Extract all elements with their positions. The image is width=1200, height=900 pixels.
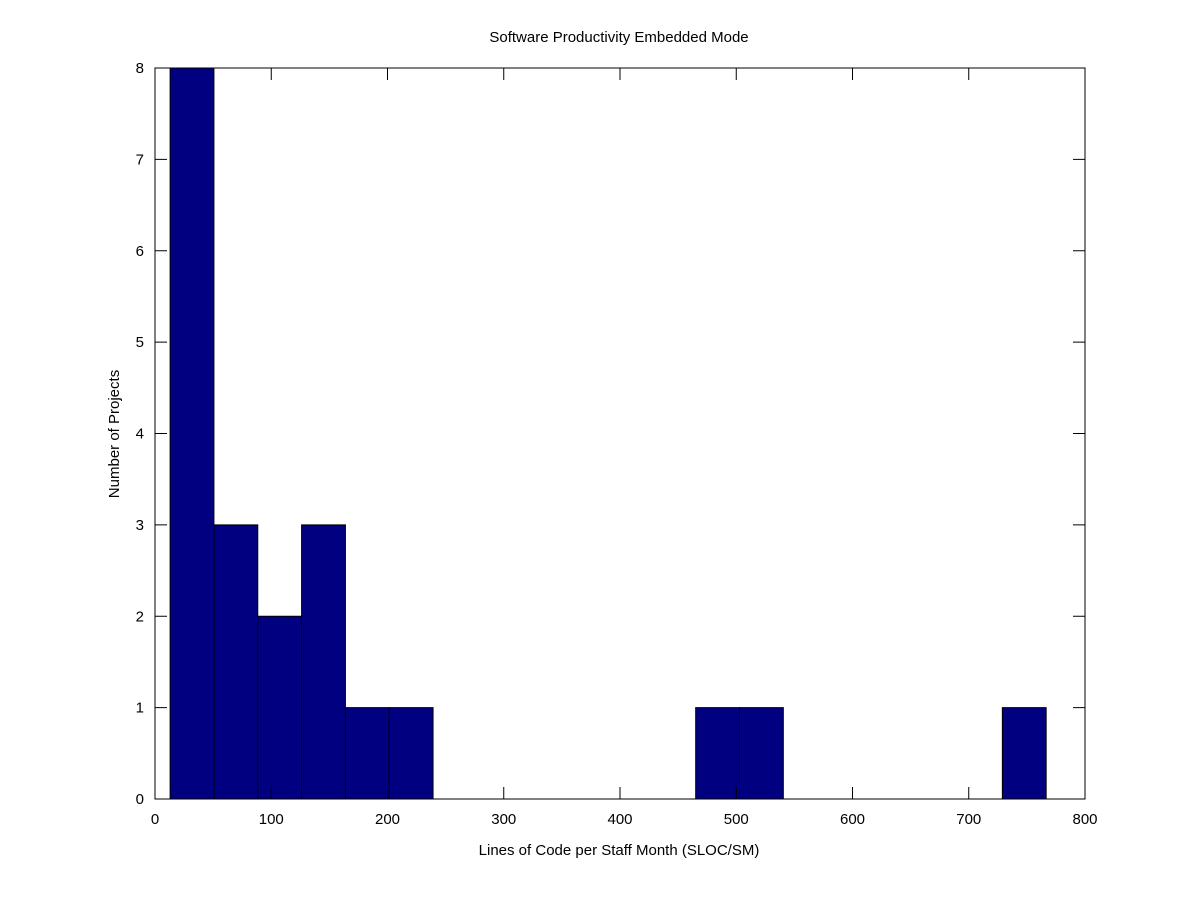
- x-tick-label: 300: [491, 811, 516, 828]
- x-tick-label: 400: [607, 811, 632, 828]
- histogram-bar: [257, 615, 303, 800]
- y-tick-label: 2: [136, 608, 144, 625]
- y-tick-label: 1: [136, 700, 144, 717]
- histogram-bar: [344, 707, 390, 800]
- histogram-bar: [301, 524, 346, 800]
- y-tick-label: 7: [136, 151, 144, 168]
- x-tick-label: 800: [1072, 811, 1097, 828]
- x-tick-label: 0: [151, 811, 159, 828]
- histogram-bar: [388, 707, 434, 800]
- y-axis-label: Number of Projects: [106, 370, 123, 498]
- histogram-bar: [739, 707, 784, 800]
- chart-title: Software Productivity Embedded Mode: [489, 29, 748, 46]
- y-tick-label: 5: [136, 334, 144, 351]
- y-tick-label: 8: [136, 60, 144, 77]
- histogram-bar: [695, 707, 741, 800]
- y-tick-label: 3: [136, 517, 144, 534]
- histogram-bar: [213, 524, 259, 800]
- x-tick-label: 500: [724, 811, 749, 828]
- histogram-bar: [1001, 707, 1047, 800]
- y-tick-label: 6: [136, 243, 144, 260]
- bars-group: [169, 67, 1047, 800]
- x-tick-label: 700: [956, 811, 981, 828]
- x-tick-label: 200: [375, 811, 400, 828]
- ticks-group: 0 100 200 300 400 500 600 700 800 0 1 2 3 4 5 6 7 8: [136, 60, 1098, 828]
- x-tick-label: 600: [840, 811, 865, 828]
- x-axis-label: Lines of Code per Staff Month (SLOC/SM): [479, 842, 760, 859]
- histogram-bar: [169, 67, 215, 800]
- y-tick-label: 0: [136, 791, 144, 808]
- x-tick-label: 100: [259, 811, 284, 828]
- y-tick-label: 4: [136, 426, 144, 443]
